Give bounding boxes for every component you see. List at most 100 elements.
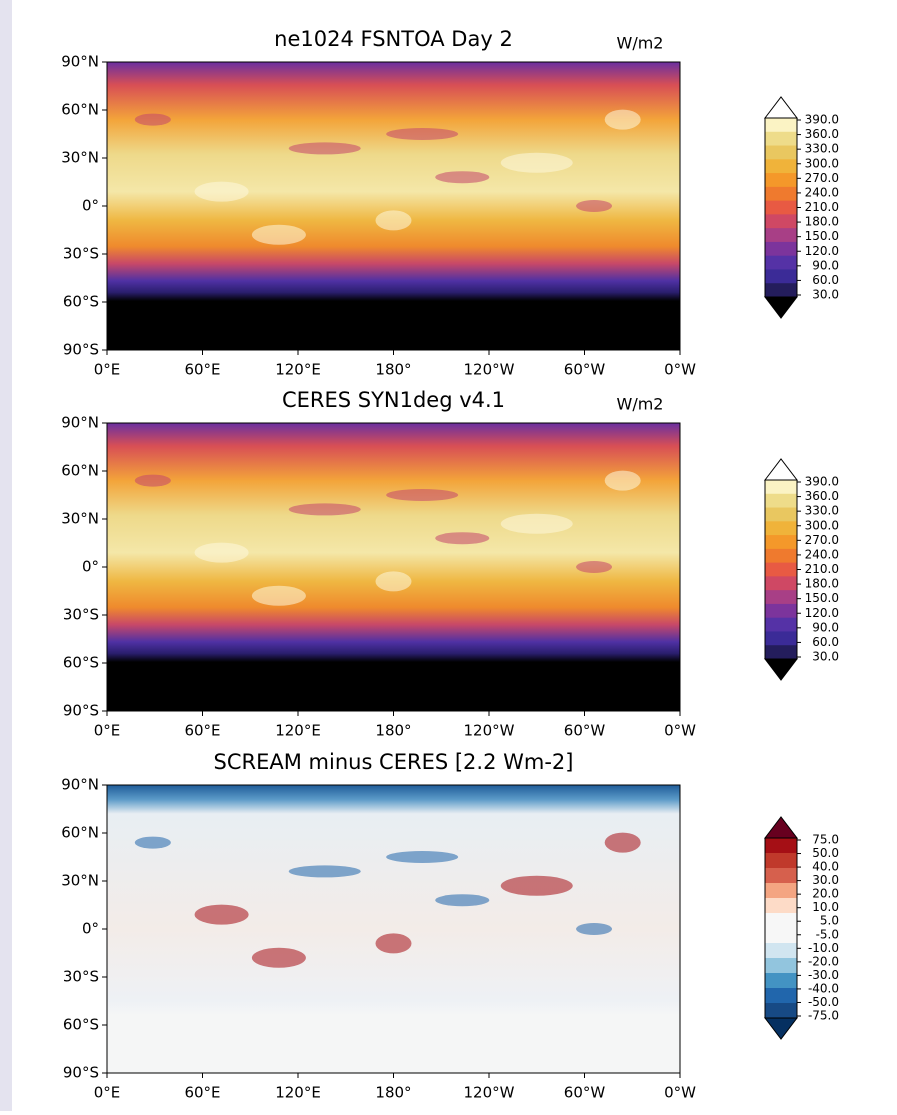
map-feature [375,933,412,954]
map-feature [435,171,490,184]
y-tick-label: 60°N [61,101,99,119]
colorbar-segment [765,913,797,929]
x-tick-label: 60°W [564,1084,606,1102]
x-tick-label: 180° [375,1084,411,1102]
colorbar-tick-label: -75.0 [808,1009,839,1023]
x-tick-label: 0°W [664,722,696,740]
x-tick-label: 0°E [94,722,121,740]
colorbar-tick-label: 240.0 [805,547,839,561]
map-feature [386,128,459,140]
colorbar-tick-label: 210.0 [805,562,839,576]
map-feature [576,561,613,573]
colorbar-extend-bottom [763,296,799,319]
x-tick-label: 60°E [184,1084,220,1102]
colorbar-segment [765,241,797,257]
y-tick-label: 60°N [61,824,99,842]
colorbar-segment [765,631,797,646]
colorbar-extend-top [763,816,799,839]
colorbar-segment [765,973,797,989]
map-feature [134,113,171,126]
colorbar-extend-top [763,96,799,119]
map-feature [194,542,249,563]
colorbar-frame [764,837,798,1019]
map-feature [251,585,306,606]
colorbar-segment [765,131,797,147]
colorbar-segment [765,283,797,298]
colorbar-tick-label: 360.0 [805,489,839,503]
y-tick-label: 30°S [63,968,99,986]
colorbar-segment [765,988,797,1004]
x-tick-label: 0°E [94,361,121,379]
y-tick-label: 30°S [63,245,99,263]
colorbar-tick-label: -30.0 [808,968,839,982]
map-feature [386,489,459,501]
panel-title: SCREAM minus CERES [2.2 Wm-2] [214,750,574,774]
x-tick-label: 180° [375,361,411,379]
colorbar-segment [765,173,797,188]
map-feature [576,923,613,935]
colorbar-segment [765,145,797,160]
y-tick-label: 90°S [63,702,99,720]
x-tick-label: 120°W [464,722,515,740]
x-tick-label: 120°E [275,1084,321,1102]
panel-title: ne1024 FSNTOA Day 2 [274,27,513,51]
map-feature [435,532,490,545]
map-feature [386,851,459,863]
colorbar-tick-label: 330.0 [805,142,839,156]
colorbar-segment [765,958,797,974]
colorbar-tick-label: 390.0 [805,113,839,127]
colorbar-tick-label: 180.0 [805,577,839,591]
colorbar-tick-label: 90.0 [812,620,839,634]
colorbar-tick-label: 120.0 [805,244,839,258]
y-tick-label: 0° [82,920,99,938]
colorbar-segment [765,838,797,854]
colorbar-tick-label: -40.0 [808,981,839,995]
map-feature [604,832,641,853]
colorbar-segment [765,576,797,591]
colorbar-segment [765,590,797,605]
x-tick-label: 60°E [184,361,220,379]
y-tick-label: 30°N [61,149,99,167]
units-label: W/m2 [617,395,664,414]
map-feature [288,503,361,516]
background-strip [0,0,12,1111]
colorbar-segment [765,255,797,270]
colorbar-tick-label: 210.0 [805,200,839,214]
map-feature [375,210,412,231]
colorbar-tick-label: 120.0 [805,606,839,620]
colorbar-tick-label: 300.0 [805,156,839,170]
x-tick-label: 120°W [464,1084,515,1102]
colorbar-segment [765,868,797,884]
colorbar-tick-label: 90.0 [812,258,839,272]
colorbar-segment [765,943,797,959]
colorbar-tick-label: -10.0 [808,941,839,955]
x-tick-label: 120°W [464,361,515,379]
colorbar-segment [765,548,797,564]
map-feature [251,947,306,968]
map-feature [375,571,412,592]
x-tick-label: 0°W [664,361,696,379]
y-tick-label: 0° [82,558,99,576]
colorbar-segment [765,200,797,215]
colorbar-tick-label: 270.0 [805,171,839,185]
colorbar-tick-label: 40.0 [812,860,839,874]
map-feature [604,470,641,491]
colorbar-tick-label: 60.0 [812,273,839,287]
x-tick-label: 120°E [275,722,321,740]
colorbar-tick-label: 240.0 [805,185,839,199]
x-tick-label: 60°E [184,722,220,740]
map-feature [251,224,306,245]
colorbar-segment [765,603,797,619]
colorbar-segment [765,562,797,577]
colorbar-segment [765,118,797,133]
map-feature [500,152,573,173]
colorbar-tick-label: 270.0 [805,533,839,547]
colorbar-segment [765,228,797,243]
colorbar-tick-label: 10.0 [812,900,839,914]
colorbar-segment [765,186,797,202]
colorbar-tick-label: 150.0 [805,591,839,605]
y-tick-label: 90°S [63,1064,99,1082]
colorbar-segment [765,898,797,914]
colorbar-tick-label: 30.0 [812,873,839,887]
